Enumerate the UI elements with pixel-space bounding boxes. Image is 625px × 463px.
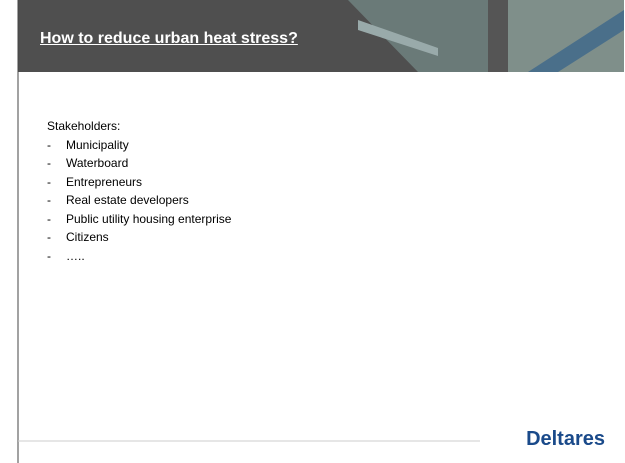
slide-body: Stakeholders: - Municipality - Waterboard - E…	[47, 117, 231, 265]
bullet-item: - Municipality	[47, 136, 231, 155]
bullet-dash: -	[47, 156, 51, 170]
bullet-dash: -	[47, 230, 51, 244]
body-heading: Stakeholders:	[47, 119, 121, 133]
header-banner	[18, 0, 624, 72]
bullet-dash: -	[47, 137, 51, 152]
bullet-dash: -	[47, 193, 51, 207]
bullet-item: - Entrepreneurs	[47, 173, 231, 192]
bullet-dash: -	[47, 248, 51, 263]
bullet-item: - Real estate developers	[47, 191, 231, 210]
bullet-text: Citizens	[66, 230, 109, 244]
bullet-text: Entrepreneurs	[66, 174, 143, 189]
bullet-text: Municipality	[66, 137, 129, 152]
bullet-item: - Waterboard	[47, 154, 231, 173]
bullet-item: -…..	[47, 247, 231, 266]
bullet-text: Real estate developers	[66, 193, 189, 207]
bullet-dash: -	[47, 211, 51, 226]
logo: Deltares	[526, 428, 605, 450]
bullet-text: Public utility housing enterprise	[66, 211, 232, 226]
bullet-item: - Citizens	[47, 228, 231, 247]
slide-title: How to reduce urban heat stress?	[40, 30, 298, 47]
bullet-text: Waterboard	[66, 156, 129, 170]
bullet-list: - Municipality - Waterboard - Entrepreneurs - R…	[47, 136, 231, 266]
bullet-dash: -	[47, 174, 51, 189]
bullet-text: …..	[66, 248, 85, 263]
banner-photo	[18, 0, 624, 72]
bullet-item: - Public utility housing enterprise	[47, 210, 231, 229]
